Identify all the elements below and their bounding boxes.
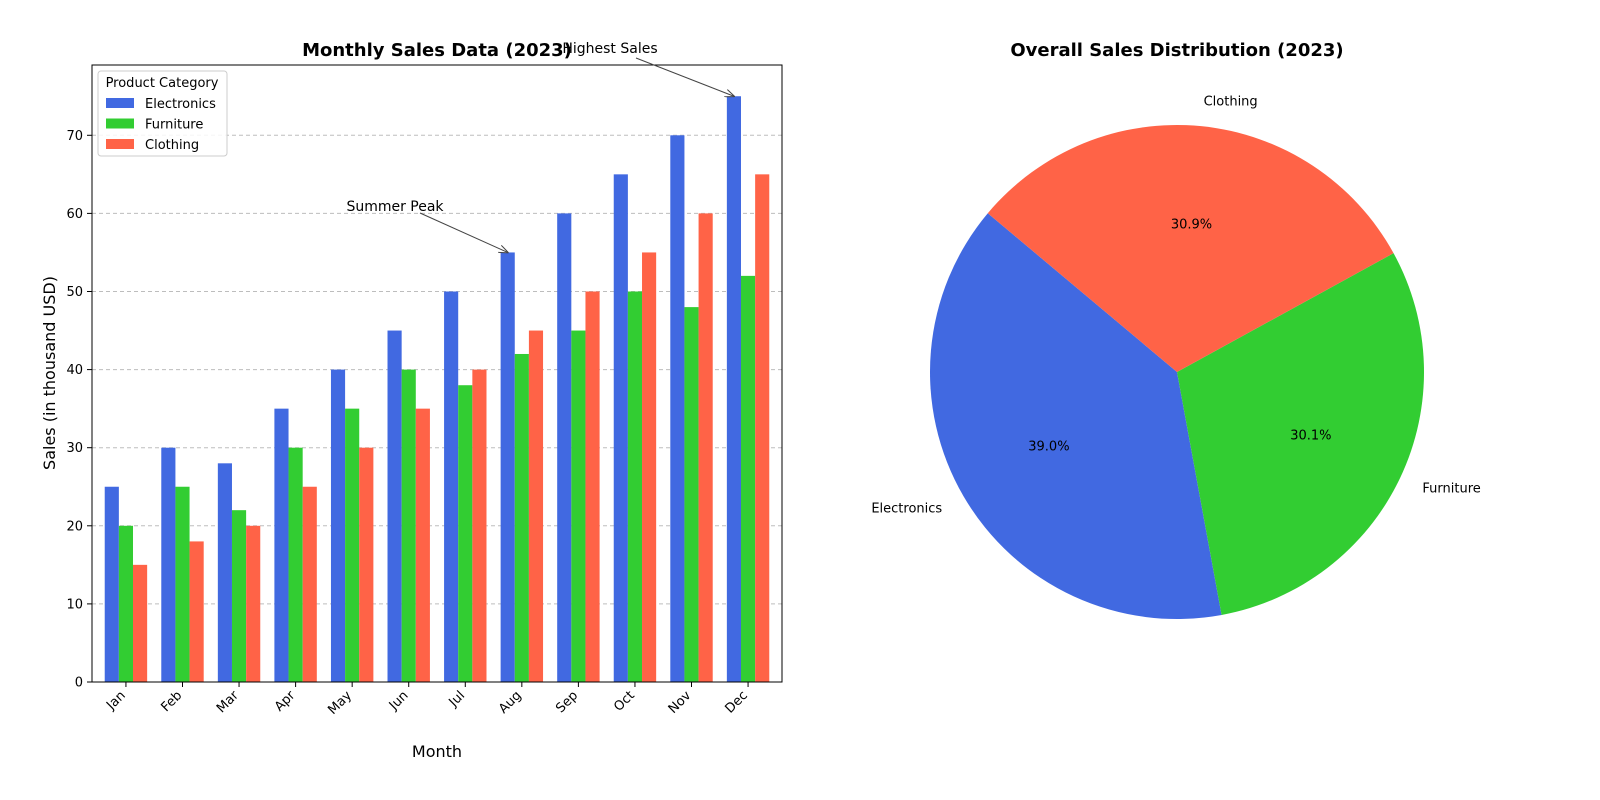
pie-pct-furniture: 30.1% xyxy=(1290,429,1331,444)
bar-clothing-oct xyxy=(642,252,657,682)
x-tick-label-jun: Jun xyxy=(386,688,412,714)
x-tick-label-feb: Feb xyxy=(158,688,185,715)
y-tick-label-50: 50 xyxy=(66,285,83,300)
y-tick-label-30: 30 xyxy=(66,441,83,456)
bar-marks xyxy=(104,96,770,683)
bar-clothing-jul xyxy=(472,369,487,682)
bar-clothing-aug xyxy=(528,330,544,682)
bar-electronics-jul xyxy=(444,291,459,682)
bar-chart-title: Monthly Sales Data (2023) xyxy=(302,40,572,61)
pie-pct-clothing: 30.9% xyxy=(1171,218,1212,233)
bar-clothing-jan xyxy=(133,564,148,682)
bar-legend: Product Category Electronics Furniture Clot… xyxy=(97,70,228,157)
pie-labels: Electronics 39.0% Furniture 30.1% Clothing 30… xyxy=(871,95,1480,517)
pie-chart-title: Overall Sales Distribution (2023) xyxy=(1010,40,1343,61)
x-tick-label-may: May xyxy=(325,688,355,718)
bar-furniture-oct xyxy=(627,291,643,682)
bar-furniture-jun xyxy=(401,369,416,682)
bar-clothing-apr xyxy=(302,486,317,682)
y-tick-label-40: 40 xyxy=(66,363,83,378)
pie-label-clothing: Clothing xyxy=(1204,95,1258,110)
bar-electronics-mar xyxy=(217,463,232,682)
bar-clothing-nov xyxy=(698,213,713,683)
pie-slice-clothing xyxy=(987,125,1394,373)
bar-furniture-aug xyxy=(514,353,529,682)
x-tick-label-aug: Aug xyxy=(496,688,525,717)
bar-furniture-jan xyxy=(118,525,134,682)
pie-label-furniture: Furniture xyxy=(1422,482,1480,497)
bar-clothing-may xyxy=(359,447,374,682)
bar-furniture-feb xyxy=(175,486,190,682)
bar-clothing-dec xyxy=(755,174,770,682)
bar-clothing-feb xyxy=(189,541,204,682)
x-tick-label-dec: Dec xyxy=(722,688,750,716)
bar-electronics-oct xyxy=(613,174,628,682)
legend-swatch-clothing xyxy=(106,139,134,149)
y-tick-label-60: 60 xyxy=(66,207,83,222)
y-tick-label-0: 0 xyxy=(75,676,83,691)
annotation-arrow-highest-sales xyxy=(635,57,734,96)
x-tick-label-apr: Apr xyxy=(272,688,299,715)
y-tick-label-70: 70 xyxy=(66,129,83,144)
legend-label-clothing: Clothing xyxy=(145,138,199,153)
bar-electronics-apr xyxy=(274,408,289,682)
pie-slice-furniture xyxy=(1177,253,1424,615)
legend-box xyxy=(97,70,228,157)
bar-chart: Monthly Sales Data (2023) Month Sales (i… xyxy=(40,40,783,761)
pie-slices xyxy=(930,125,1424,620)
bar-electronics-jun xyxy=(387,330,402,682)
bar-furniture-nov xyxy=(684,307,699,682)
pie-chart: Overall Sales Distribution (2023) Electr… xyxy=(871,40,1481,620)
bar-electronics-jan xyxy=(104,486,119,682)
bar-electronics-nov xyxy=(670,135,685,682)
bar-furniture-dec xyxy=(740,275,756,682)
x-tick-label-mar: Mar xyxy=(214,688,242,716)
x-tick-label-sep: Sep xyxy=(553,688,581,716)
pie-slice-electronics xyxy=(930,213,1222,620)
bar-furniture-apr xyxy=(288,447,303,682)
bar-furniture-jul xyxy=(458,385,473,682)
pie-pct-electronics: 39.0% xyxy=(1028,440,1069,455)
bar-electronics-dec xyxy=(726,96,741,683)
annotation-highest-sales: Highest Sales xyxy=(562,41,657,57)
bar-clothing-jun xyxy=(415,408,430,682)
bar-annotations: Summer Peak Highest Sales xyxy=(346,41,733,252)
y-tick-label-20: 20 xyxy=(66,519,83,534)
bar-clothing-sep xyxy=(585,291,600,682)
bar-furniture-may xyxy=(345,408,360,682)
legend-swatch-electronics xyxy=(106,98,134,108)
legend-label-furniture: Furniture xyxy=(145,118,203,133)
bar-clothing-mar xyxy=(246,525,261,682)
x-tick-label-nov: Nov xyxy=(666,688,695,717)
bar-furniture-mar xyxy=(231,510,247,682)
bar-electronics-aug xyxy=(500,252,515,682)
x-tick-label-oct: Oct xyxy=(611,688,638,715)
bar-electronics-sep xyxy=(557,213,572,683)
bar-plot-frame xyxy=(91,64,783,683)
x-tick-label-jan: Jan xyxy=(103,688,128,713)
annotation-summer-peak: Summer Peak xyxy=(346,199,444,215)
bar-x-axis-label: Month xyxy=(412,742,462,761)
pie-label-electronics: Electronics xyxy=(871,502,942,517)
bar-y-axis-label: Sales (in thousand USD) xyxy=(40,276,59,470)
legend-swatch-furniture xyxy=(106,118,134,129)
annotation-arrow-summer-peak xyxy=(419,212,508,252)
bar-grid xyxy=(92,134,782,683)
bar-electronics-feb xyxy=(161,447,176,682)
legend-title: Product Category xyxy=(106,76,219,91)
bar-furniture-sep xyxy=(571,330,586,682)
x-tick-label-jul: Jul xyxy=(446,688,468,710)
bar-electronics-may xyxy=(330,369,346,682)
y-tick-label-10: 10 xyxy=(66,597,83,612)
legend-label-electronics: Electronics xyxy=(145,97,216,112)
